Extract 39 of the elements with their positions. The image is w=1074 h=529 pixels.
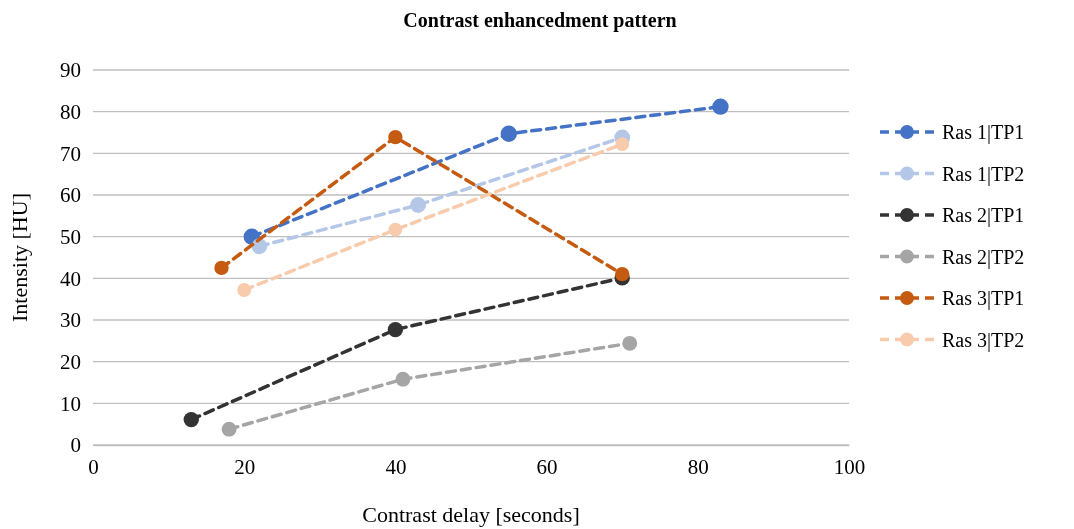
legend-label: Ras 3|TP1 [942, 287, 1025, 310]
y-axis-title: Intensity [HU] [7, 193, 32, 322]
point [214, 260, 229, 276]
x-tick-label: 100 [833, 454, 866, 479]
point [622, 335, 638, 351]
x-tick-label: 0 [88, 454, 99, 479]
point [615, 267, 630, 282]
legend-label: Ras 1|TP1 [942, 121, 1025, 144]
point [388, 129, 403, 145]
point [388, 222, 403, 237]
x-tick-label: 80 [687, 454, 709, 479]
point [500, 125, 517, 142]
y-tick-label: 50 [60, 224, 81, 249]
x-tick-label: 20 [234, 454, 256, 479]
y-tick-label: 80 [60, 99, 81, 124]
x-axis-title: Contrast delay [seconds] [362, 502, 580, 527]
legend-label: Ras 3|TP2 [942, 328, 1025, 352]
x-tick-label: 60 [536, 454, 558, 479]
point [395, 371, 411, 387]
y-tick-label: 0 [70, 433, 81, 458]
point [237, 283, 252, 297]
point [615, 137, 630, 152]
y-tick-label: 30 [60, 308, 81, 333]
point [387, 321, 404, 338]
legend-label: Ras 2|TP2 [942, 245, 1025, 269]
point [410, 197, 427, 213]
y-tick-label: 60 [60, 183, 81, 208]
x-tick-label: 40 [385, 454, 407, 479]
y-tick-label: 90 [60, 58, 81, 83]
legend-label: Ras 1|TP2 [942, 162, 1025, 186]
y-tick-label: 40 [60, 266, 81, 291]
point [712, 98, 729, 115]
y-tick-label: 10 [60, 391, 81, 416]
legend-label: Ras 2|TP1 [942, 204, 1025, 227]
point [221, 421, 237, 437]
chart-title: Contrast enhancedment pattern [403, 9, 677, 32]
y-tick-label: 20 [60, 349, 81, 374]
y-tick-label: 70 [60, 141, 81, 166]
point [183, 411, 199, 428]
